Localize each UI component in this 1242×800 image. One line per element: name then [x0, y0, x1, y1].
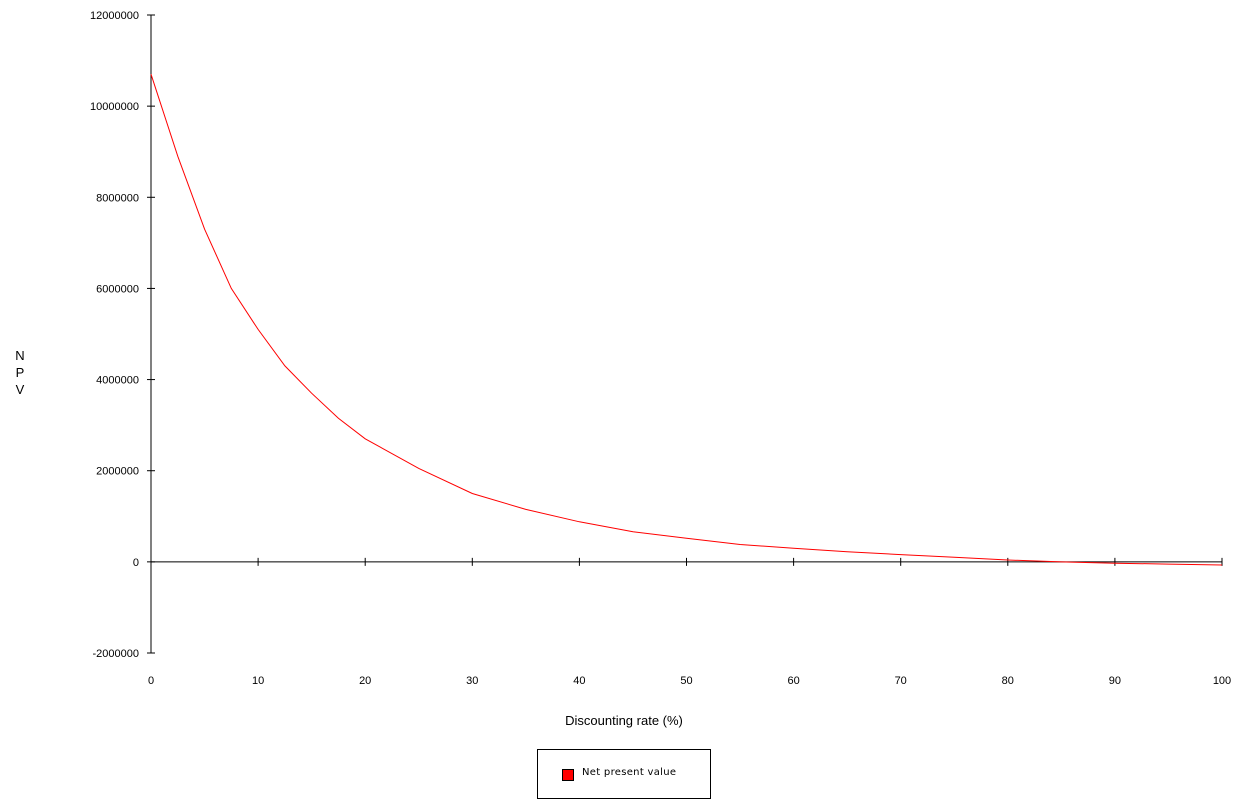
y-tick-label: 2000000 — [96, 466, 139, 478]
y-axis-label-char: N — [15, 348, 24, 363]
y-axis-label-char: P — [16, 365, 25, 380]
y-tick-label: 0 — [133, 557, 139, 569]
x-tick-label: 80 — [1002, 675, 1014, 687]
y-tick-label: 8000000 — [96, 192, 139, 204]
axes — [150, 15, 1222, 653]
x-tick-label: 70 — [895, 675, 907, 687]
x-tick-label: 50 — [680, 675, 692, 687]
y-tick-label: -2000000 — [93, 648, 140, 660]
ticks: -200000002000000400000060000008000000100… — [90, 10, 1231, 687]
x-tick-label: 20 — [359, 675, 371, 687]
x-tick-label: 0 — [148, 675, 154, 687]
series-line-npv — [150, 74, 1223, 566]
x-tick-label: 100 — [1213, 675, 1231, 687]
legend-swatch — [562, 769, 574, 781]
x-tick-label: 40 — [573, 675, 585, 687]
legend: Net present value — [537, 749, 711, 799]
y-axis-label-char: V — [16, 382, 25, 397]
x-tick-label: 10 — [252, 675, 264, 687]
x-axis-label: Discounting rate (%) — [565, 713, 683, 728]
x-tick-label: 60 — [787, 675, 799, 687]
y-tick-label: 12000000 — [90, 10, 139, 22]
y-tick-label: 4000000 — [96, 375, 139, 387]
legend-label: Net present value — [582, 767, 677, 778]
x-tick-label: 30 — [466, 675, 478, 687]
series-layer — [150, 74, 1223, 566]
y-tick-label: 10000000 — [90, 101, 139, 113]
x-tick-label: 90 — [1109, 675, 1121, 687]
y-tick-label: 6000000 — [96, 283, 139, 295]
